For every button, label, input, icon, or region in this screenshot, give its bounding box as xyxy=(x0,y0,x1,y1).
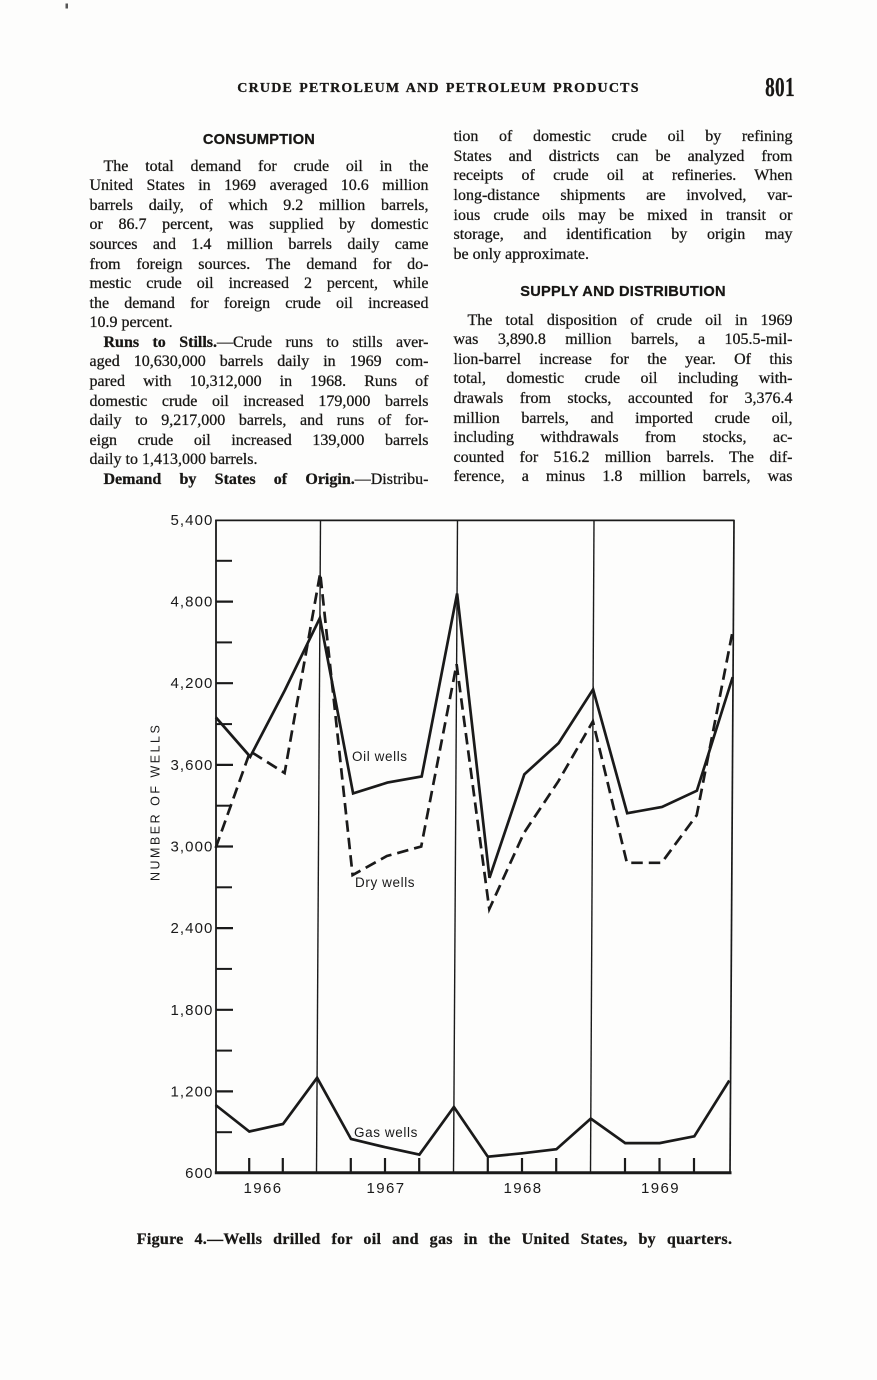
svg-text:3,000: 3,000 xyxy=(170,839,213,856)
svg-text:Gas wells: Gas wells xyxy=(354,1125,418,1140)
svg-text:5,400: 5,400 xyxy=(170,512,213,529)
svg-text:3,600: 3,600 xyxy=(170,757,213,774)
svg-text:Dry wells: Dry wells xyxy=(355,875,415,890)
svg-text:1,800: 1,800 xyxy=(170,1002,213,1019)
svg-text:NUMBER OF WELLS: NUMBER OF WELLS xyxy=(149,723,163,881)
svg-text:1,200: 1,200 xyxy=(170,1083,213,1100)
svg-text:600: 600 xyxy=(185,1165,213,1182)
svg-text:1968: 1968 xyxy=(504,1180,543,1197)
svg-text:Oil wells: Oil wells xyxy=(352,749,408,764)
svg-text:1966: 1966 xyxy=(244,1180,283,1197)
svg-text:4,200: 4,200 xyxy=(170,675,213,692)
svg-text:1967: 1967 xyxy=(367,1180,406,1197)
svg-text:1969: 1969 xyxy=(641,1180,680,1197)
svg-text:4,800: 4,800 xyxy=(170,594,213,611)
svg-text:2,400: 2,400 xyxy=(170,920,213,937)
